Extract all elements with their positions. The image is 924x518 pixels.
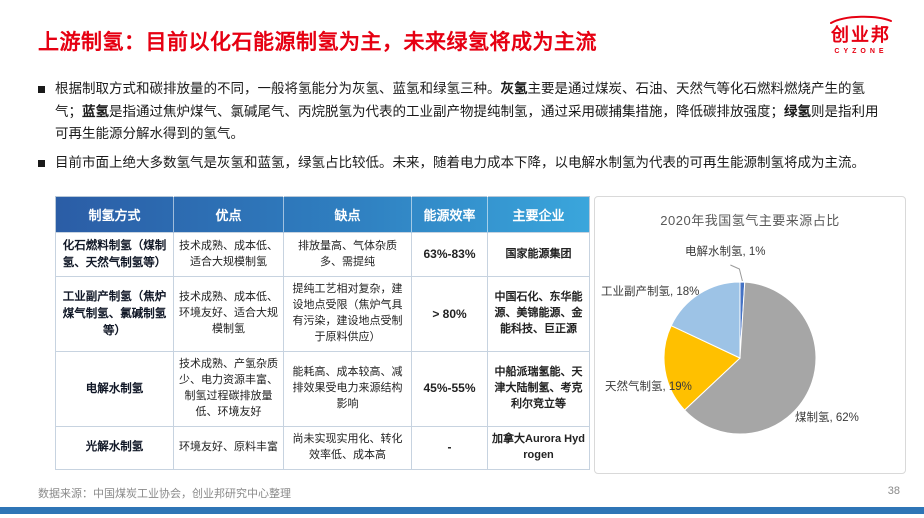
table-row: 光解水制氢 环境友好、原料丰富 尚未实现实用化、转化效率低、成本高 - 加拿大Auror… [55,425,590,470]
pie-label-natural-gas: 天然气制氢, 19% [605,381,692,393]
table-cell: 尚未实现实用化、转化效率低、成本高 [283,425,412,470]
bullet-square-icon [38,160,45,168]
logo-swoosh-icon [830,15,892,24]
body-text: 目前市面上绝大多数氢气是灰氢和蓝氢，绿氢占比较低。未来，随着电力成本下降，以电解… [55,155,865,171]
bullet-text: 目前市面上绝大多数氢气是灰氢和蓝氢，绿氢占比较低。未来，随着电力成本下降，以电解… [55,152,888,175]
table-cell: 中船派瑞氢能、天津大陆制氢、考克利尔竞立等 [487,351,590,427]
logo-subtitle: CYZONE [834,48,888,55]
table-cell: 45%-55% [411,351,488,427]
keyword-bold-text: 灰氢 [500,81,528,96]
table-cell: 能耗高、成本较高、减排效果受电力来源结构影响 [283,351,412,427]
pie-label-coal: 煤制氢, 62% [795,412,859,424]
body-text: 主要是通过煤炭、石油、天然气等化石燃料燃烧产生的氢气； [55,81,865,119]
bullet-item: 根据制取方式和碳排放量的不同，一般将氢能分为灰氢、蓝氢和绿氢三种。灰氢主要是通过… [38,78,888,146]
table-cell: 工业副产制氢（焦炉煤气制氢、氯碱制氢等） [55,276,174,353]
table-body: 化石燃料制氢（煤制氢、天然气制氢等） 技术成熟、成本低、适合大规模制氢 排放量高、气… [55,231,590,470]
data-source-note: 数据来源：中国煤炭工业协会，创业邦研究中心整理 [38,488,291,500]
page-title: 上游制氢：目前以化石能源制氢为主，未来绿氢将成为主流 [38,31,597,54]
logo-text: 创业邦 [831,25,891,45]
pie-slice-2 [663,324,741,411]
table-cell: 技术成熟、成本低、适合大规模制氢 [173,231,284,278]
table-header-cell: 缺点 [283,196,412,233]
bullet-text: 根据制取方式和碳排放量的不同，一般将氢能分为灰氢、蓝氢和绿氢三种。灰氢主要是通过… [55,78,888,146]
pie-slice-1 [683,281,817,435]
bullet-item: 目前市面上绝大多数氢气是灰氢和蓝氢，绿氢占比较低。未来，随着电力成本下降，以电解… [38,152,888,175]
bottom-accent-bar [0,507,924,514]
body-text: 是指通过焦炉煤气、氯碱尾气、丙烷脱氢为代表的工业副产物提纯制氢，通过采用碳捕集措… [109,103,784,119]
keyword-bold-text: 蓝氢 [82,103,109,119]
table-header-cell: 能源效率 [411,196,488,233]
table-cell: - [411,425,488,470]
table-cell: 光解水制氢 [55,425,174,470]
table-cell: 化石燃料制氢（煤制氢、天然气制氢等） [55,231,174,278]
table-header-cell: 制氢方式 [55,196,174,233]
bullet-square-icon [38,86,45,93]
table-cell: 排放量高、气体杂质多、需提纯 [283,231,412,278]
table-cell: 技术成熟、产氢杂质少、电力资源丰富、制氢过程碳排放量低、环境友好 [173,351,284,427]
pie-slice-3 [670,281,741,359]
table-cell: 电解水制氢 [55,351,174,427]
table-cell: 63%-83% [411,231,488,278]
table-cell: 环境友好、原料丰富 [173,425,284,470]
table-cell: 中国石化、东华能源、美锦能源、金能科技、巨正源 [487,276,590,353]
table-cell: > 80% [411,276,488,353]
pie-label-industrial-byproduct: 工业副产制氢, 18% [601,286,700,298]
table-row: 化石燃料制氢（煤制氢、天然气制氢等） 技术成熟、成本低、适合大规模制氢 排放量高、气… [55,231,590,278]
body-text: 则是指利用可再生能源分解水得到的氢气。 [55,103,879,142]
bullet-list: 根据制取方式和碳排放量的不同，一般将氢能分为灰氢、蓝氢和绿氢三种。灰氢主要是通过… [38,78,888,181]
table-row: 工业副产制氢（焦炉煤气制氢、氯碱制氢等） 技术成熟、成本低、环境友好、适合大规模制… [55,276,590,353]
pie-leader-line [730,264,743,282]
cyzone-logo: 创业邦 CYZONE [818,14,904,55]
body-text: 根据制取方式和碳排放量的不同，一般将氢能分为灰氢、蓝氢和绿氢三种。 [55,81,501,96]
page-number: 38 [887,485,900,497]
chart-title: 2020年我国氢气主要来源占比 [660,213,840,228]
table-cell: 提纯工艺相对复杂，建设地点受限（焦炉气具有污染，建设地点受制于原料供应） [283,276,412,353]
hydrogen-methods-table: 制氢方式 优点 缺点 能源效率 主要企业 化石燃料制氢（煤制氢、天然气制氢等） 技术成熟、… [55,196,590,470]
table-header-cell: 主要企业 [512,208,565,223]
table-cell: 加拿大Aurora Hydrogen [487,425,590,470]
table-header-cell: 优点 [173,196,284,233]
table-cell: 国家能源集团 [487,231,590,278]
keyword-bold-text: 绿氢 [784,103,811,119]
table-row: 电解水制氢 技术成熟、产氢杂质少、电力资源丰富、制氢过程碳排放量低、环境友好 能耗高… [55,351,590,427]
hydrogen-source-pie-card: 2020年我国氢气主要来源占比 电解水制氢, 1% 煤制氢, 62% 天然气制氢… [594,196,906,474]
pie-chart [663,264,817,435]
pie-label-electrolysis: 电解水制氢, 1% [685,246,766,258]
table-cell: 技术成熟、成本低、环境友好、适合大规模制氢 [173,276,284,353]
table-header-row: 制氢方式 优点 缺点 能源效率 主要企业 [55,196,590,233]
